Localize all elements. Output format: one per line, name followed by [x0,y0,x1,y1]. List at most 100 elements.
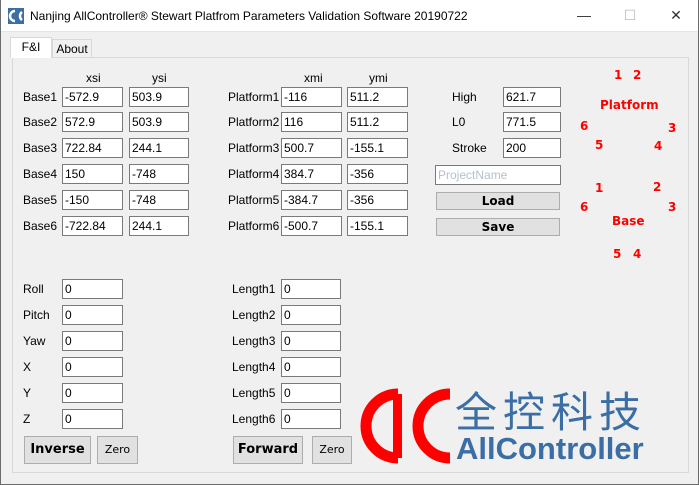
base2-x-input[interactable]: 572.9 [62,112,123,132]
length4-label: Length4 [232,360,276,374]
l0-input[interactable]: 771.5 [503,112,561,132]
platform4-x-input[interactable]: 384.7 [281,164,342,184]
base1-x-input[interactable]: -572.9 [62,87,123,107]
tab-about[interactable]: About [52,39,92,59]
base5-x-input[interactable]: -150 [62,190,123,210]
tab-panel [12,57,689,473]
base1-y-input[interactable]: 503.9 [129,87,189,107]
length3-label: Length3 [232,334,276,348]
base-label-4: Base4 [23,167,58,181]
allcontroller-logo-mark [360,388,451,464]
platform-joint-2: 2 [633,68,642,82]
inverse-zero-button[interactable]: Zero [97,436,138,464]
y-input[interactable]: 0 [62,383,123,403]
platform-joint-3: 3 [668,121,677,135]
length2-label: Length2 [232,308,276,322]
base-joint-1: 1 [595,181,604,195]
platform-joint-4: 4 [654,139,663,153]
base-label-1: Base1 [23,90,58,104]
roll-input[interactable]: 0 [62,279,123,299]
project-name-input[interactable]: ProjectName [435,165,561,185]
title-bar: Nanjing AllController® Stewart Platfrom … [0,0,699,32]
platform4-y-input[interactable]: -356 [347,164,408,184]
platform2-x-input[interactable]: 116 [281,112,342,132]
base5-y-input[interactable]: -748 [129,190,189,210]
platform3-x-input[interactable]: 500.7 [281,138,342,158]
load-button[interactable]: Load [436,192,560,210]
platform-label-2: Platform2 [228,115,280,129]
forward-zero-button[interactable]: Zero [312,436,352,464]
platform-col-xmi: xmi [304,71,323,85]
base-label-3: Base3 [23,141,58,155]
length5-label: Length5 [232,386,276,400]
platform3-y-input[interactable]: -155.1 [347,138,408,158]
base-label-2: Base2 [23,115,58,129]
platform2-y-input[interactable]: 511.2 [347,112,408,132]
pitch-label: Pitch [23,308,50,322]
base4-y-input[interactable]: -748 [129,164,189,184]
length3-input[interactable]: 0 [281,331,341,351]
platform-joint-5: 5 [595,138,604,152]
inverse-button[interactable]: Inverse [24,436,91,464]
high-input[interactable]: 621.7 [503,87,561,107]
x-input[interactable]: 0 [62,357,123,377]
base-joint-4: 4 [633,247,642,261]
tab-fi[interactable]: F&I [10,37,52,58]
base2-y-input[interactable]: 503.9 [129,112,189,132]
length1-input[interactable]: 0 [281,279,341,299]
platform-label-6: Platform6 [228,219,280,233]
logo-english-text: AllController [456,431,644,466]
platform5-x-input[interactable]: -384.7 [281,190,342,210]
z-label: Z [23,412,31,426]
platform5-y-input[interactable]: -356 [347,190,408,210]
base6-y-input[interactable]: 244.1 [129,216,189,236]
app-icon [8,8,24,24]
yaw-input[interactable]: 0 [62,331,123,351]
z-input[interactable]: 0 [62,409,123,429]
stroke-input[interactable]: 200 [503,138,561,158]
length6-label: Length6 [232,412,276,426]
platform-label-1: Platform1 [228,90,280,104]
base-joint-5: 5 [613,247,622,261]
base-label-5: Base5 [23,193,58,207]
platform6-y-input[interactable]: -155.1 [347,216,408,236]
platform-joint-6: 6 [580,119,589,133]
base-joint-3: 3 [668,200,677,214]
close-button[interactable]: ✕ [670,7,682,23]
stroke-label: Stroke [452,141,487,155]
forward-button[interactable]: Forward [233,436,303,464]
base-joint-6: 6 [580,200,589,214]
length5-input[interactable]: 0 [281,383,341,403]
platform-label-3: Platform3 [228,141,280,155]
base3-y-input[interactable]: 244.1 [129,138,189,158]
platform1-x-input[interactable]: -116 [281,87,342,107]
base6-x-input[interactable]: -722.84 [62,216,123,236]
platform-label-5: Platform5 [228,193,280,207]
l0-label: L0 [452,115,466,129]
base-joint-2: 2 [653,180,662,194]
maximize-button[interactable]: ☐ [623,7,637,23]
platform-joint-1: 1 [614,68,623,82]
yaw-label: Yaw [23,334,46,348]
pitch-input[interactable]: 0 [62,305,123,325]
base3-x-input[interactable]: 722.84 [62,138,123,158]
x-label: X [23,360,32,374]
platform-label-4: Platform4 [228,167,280,181]
length2-input[interactable]: 0 [281,305,341,325]
length6-input[interactable]: 0 [281,409,341,429]
platform-label: Platform [600,98,659,112]
roll-label: Roll [23,282,44,296]
window-title: Nanjing AllController® Stewart Platfrom … [30,9,468,23]
platform1-y-input[interactable]: 511.2 [347,87,408,107]
save-button[interactable]: Save [436,218,560,236]
platform6-x-input[interactable]: -500.7 [281,216,342,236]
base-label-6: Base6 [23,219,58,233]
base4-x-input[interactable]: 150 [62,164,123,184]
length4-input[interactable]: 0 [281,357,341,377]
minimize-button[interactable]: — [577,7,591,23]
y-label: Y [23,386,32,400]
high-label: High [452,90,477,104]
length1-label: Length1 [232,282,276,296]
base-label: Base [612,214,645,228]
base-col-xsi: xsi [86,71,101,85]
